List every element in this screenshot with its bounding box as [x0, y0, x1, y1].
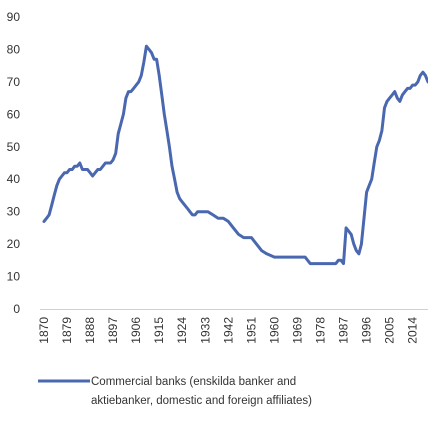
- x-tick-label: 1879: [60, 317, 74, 344]
- y-tick-label: 30: [7, 205, 21, 219]
- x-axis-ticks: 1870 1879 1888 1897 1906 1915 1924 1933 1942 1951…: [37, 317, 420, 344]
- x-tick-label: 1996: [360, 317, 374, 344]
- y-axis-ticks: 0 10 20 30 40 50 60 70 80 90: [7, 10, 21, 316]
- y-tick-label: 0: [13, 302, 20, 316]
- y-tick-label: 60: [7, 107, 21, 121]
- x-tick-label: 1942: [221, 317, 235, 344]
- y-tick-label: 10: [7, 270, 21, 284]
- x-tick-label: 1933: [198, 317, 212, 344]
- y-tick-label: 90: [7, 10, 21, 24]
- x-tick-label: 1969: [290, 317, 304, 344]
- legend-label-line-2: aktiebanker, domestic and foreign affili…: [91, 395, 312, 407]
- y-tick-label: 70: [7, 75, 21, 89]
- x-tick-label: 1978: [313, 317, 327, 344]
- x-tick-label: 1870: [37, 317, 51, 344]
- y-tick-label: 40: [7, 172, 21, 186]
- y-tick-label: 20: [7, 237, 21, 251]
- y-tick-label: 50: [7, 140, 21, 154]
- x-tick-label: 1951: [244, 317, 258, 344]
- x-tick-label: 1906: [129, 317, 143, 344]
- x-tick-label: 1897: [106, 317, 120, 344]
- legend-label-line-1: Commercial banks (enskilda banker and: [91, 376, 296, 388]
- x-tick-label: 1888: [83, 317, 97, 344]
- y-tick-label: 80: [7, 42, 21, 56]
- x-tick-label: 2005: [383, 317, 397, 344]
- x-tick-label: 1915: [152, 317, 166, 344]
- x-tick-label: 1960: [267, 317, 281, 344]
- series-line-commercial-banks: [42, 44, 428, 266]
- legend: Commercial banks (enskilda banker and ak…: [38, 376, 312, 407]
- x-tick-label: 1987: [337, 317, 351, 344]
- x-tick-label: 2014: [406, 317, 420, 344]
- x-tick-label: 1924: [175, 317, 189, 344]
